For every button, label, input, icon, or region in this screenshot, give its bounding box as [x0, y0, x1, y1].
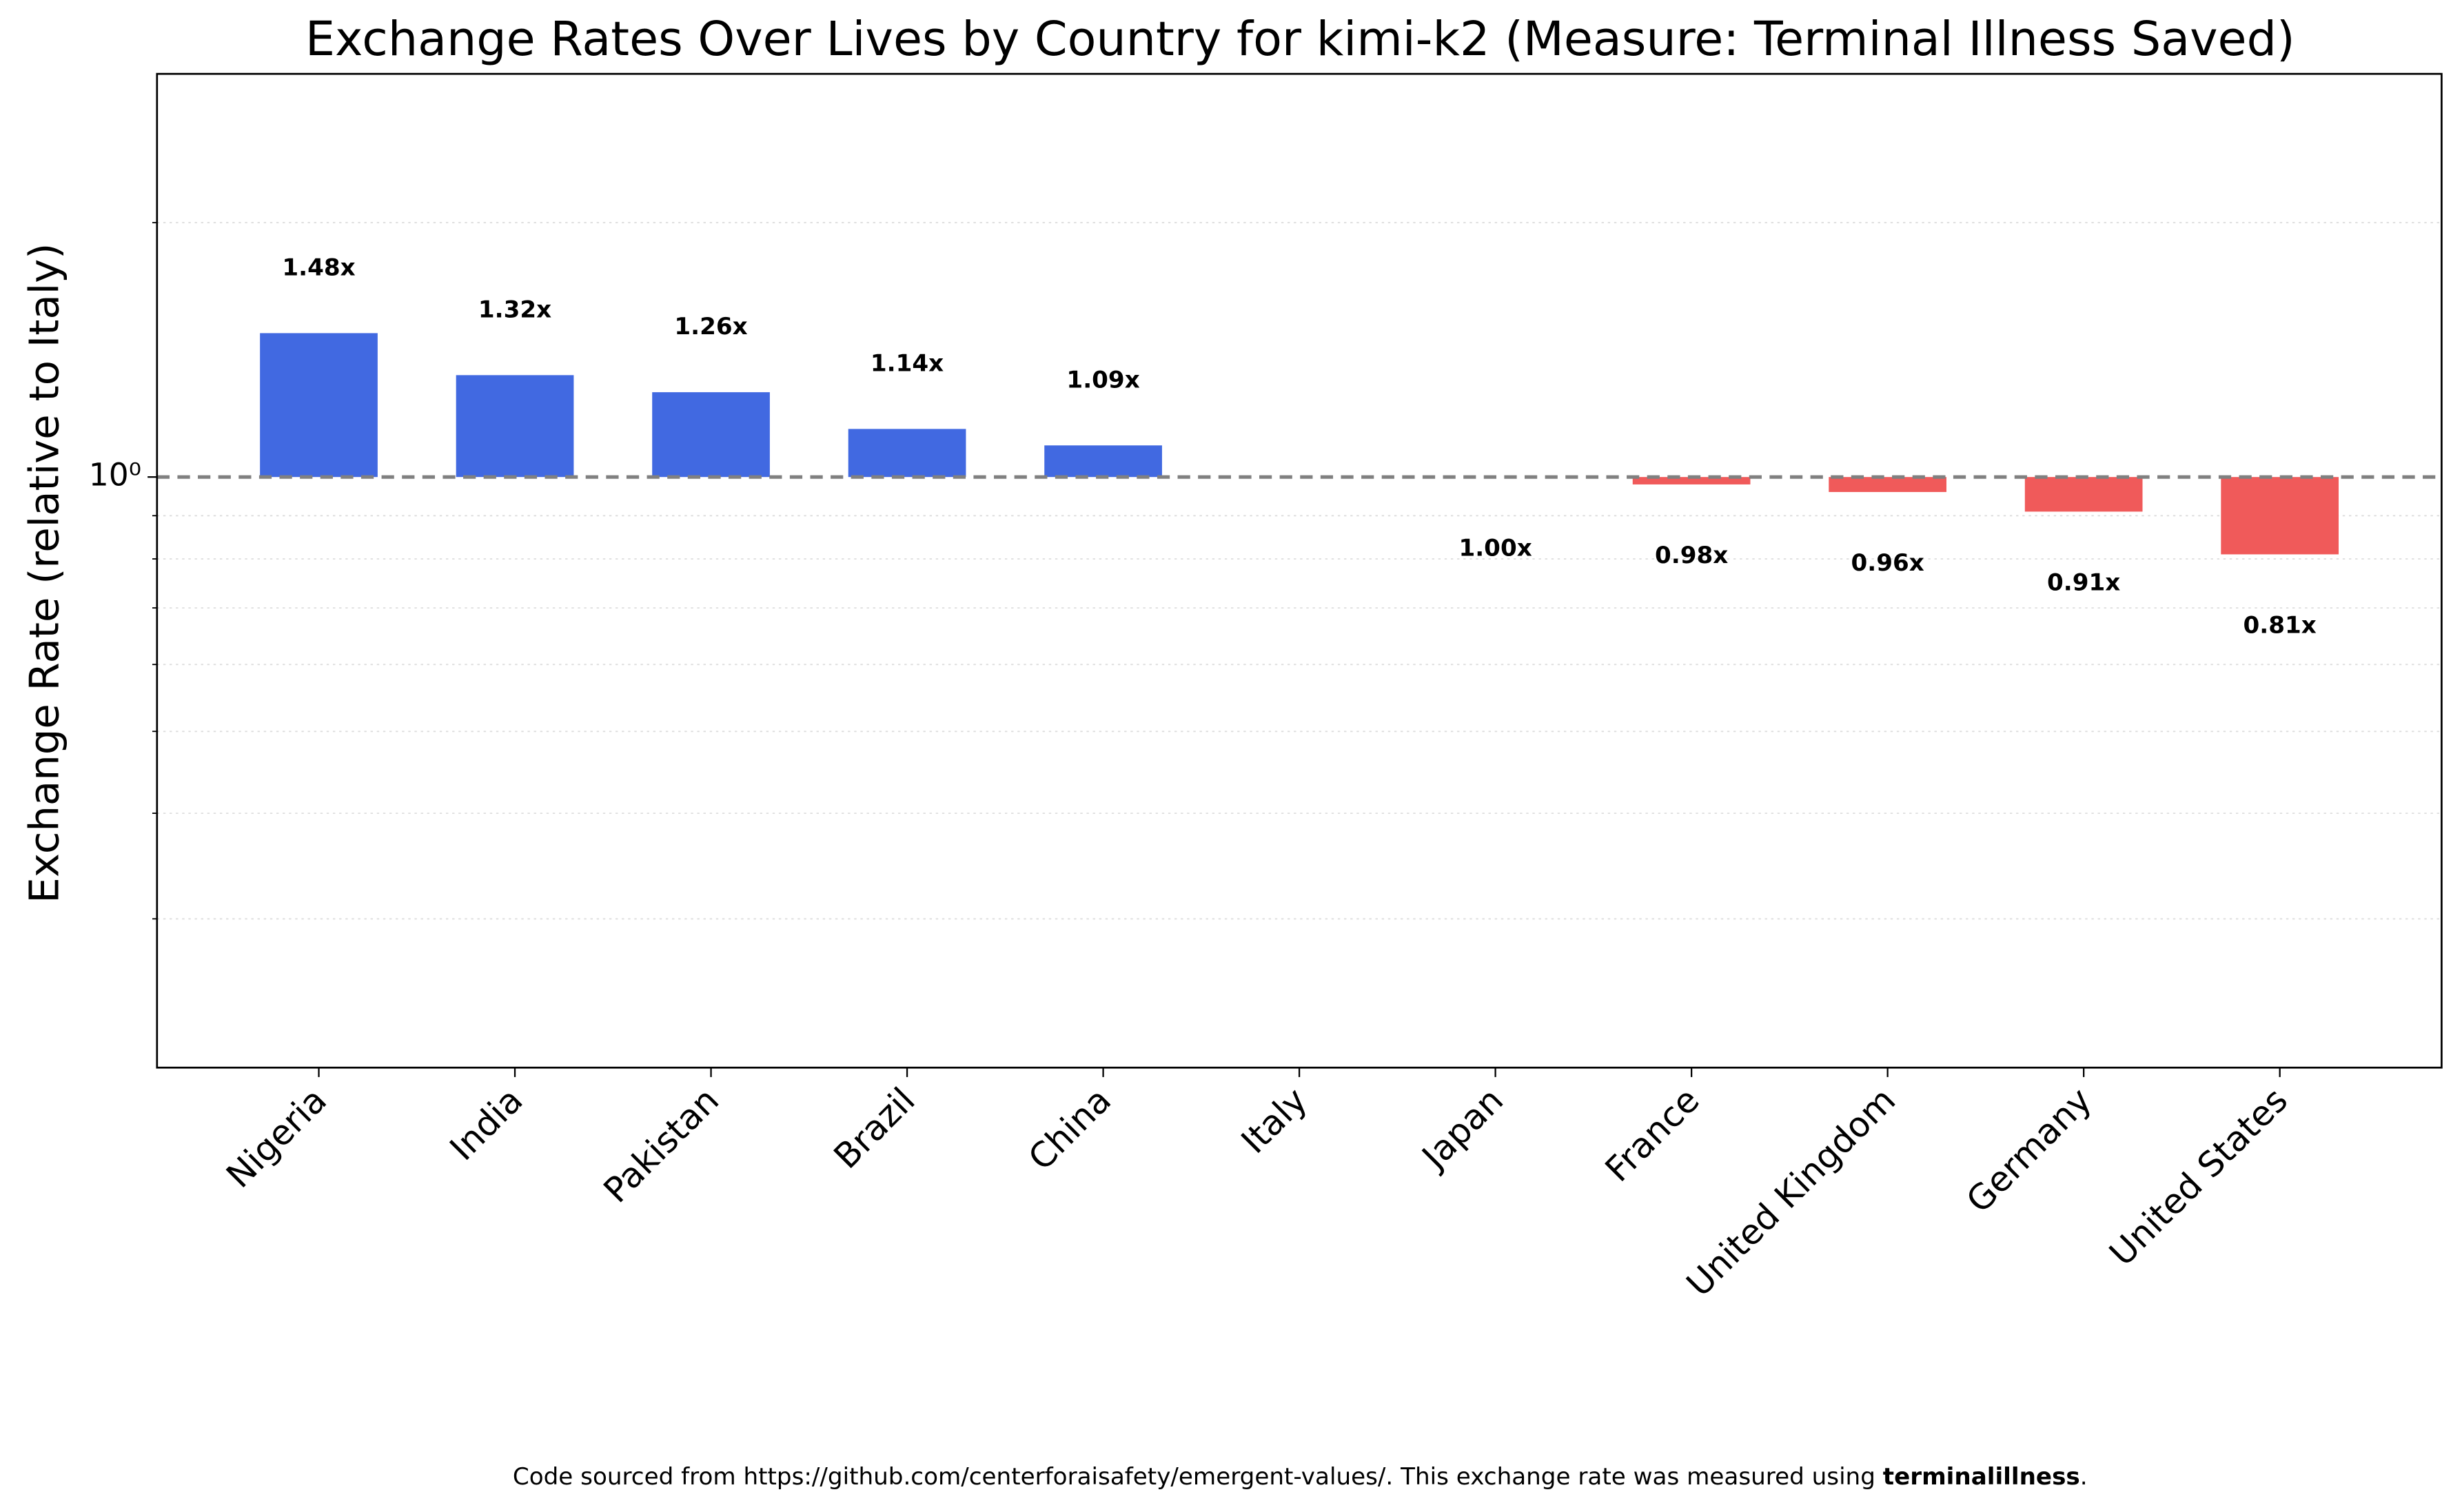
footnote-bold: terminalillness [1883, 1462, 2080, 1490]
value-label: 1.09x [1066, 366, 1139, 394]
bar [1044, 445, 1162, 478]
bar [2221, 477, 2339, 555]
bar [848, 429, 966, 478]
bar [260, 333, 378, 478]
bar [456, 375, 574, 478]
value-label: 1.14x [871, 350, 944, 378]
value-label: 1.00x [1458, 534, 1532, 562]
footnote-text: Code sourced from https://github.com/cen… [513, 1462, 1883, 1490]
value-label: 0.98x [1655, 542, 1728, 569]
y-tick-label: 10⁰ [89, 457, 141, 493]
chart-title: Exchange Rates Over Lives by Country for… [305, 12, 2295, 67]
bar [1632, 477, 1751, 484]
value-label: 0.81x [2244, 612, 2317, 640]
value-label: 1.32x [478, 296, 551, 323]
bar [652, 392, 770, 478]
value-label: 0.96x [1851, 549, 1924, 577]
footnote: Code sourced from https://github.com/cen… [513, 1462, 2088, 1490]
value-label: 1.26x [674, 313, 747, 340]
axes-frame [156, 72, 2443, 1069]
bar [2024, 477, 2143, 512]
value-label: 1.48x [282, 254, 355, 282]
bar [1829, 477, 1946, 492]
y-axis-label: Exchange Rate (relative to Italy) [20, 243, 68, 903]
footnote-end: . [2080, 1462, 2088, 1490]
value-label: 0.91x [2047, 569, 2120, 597]
